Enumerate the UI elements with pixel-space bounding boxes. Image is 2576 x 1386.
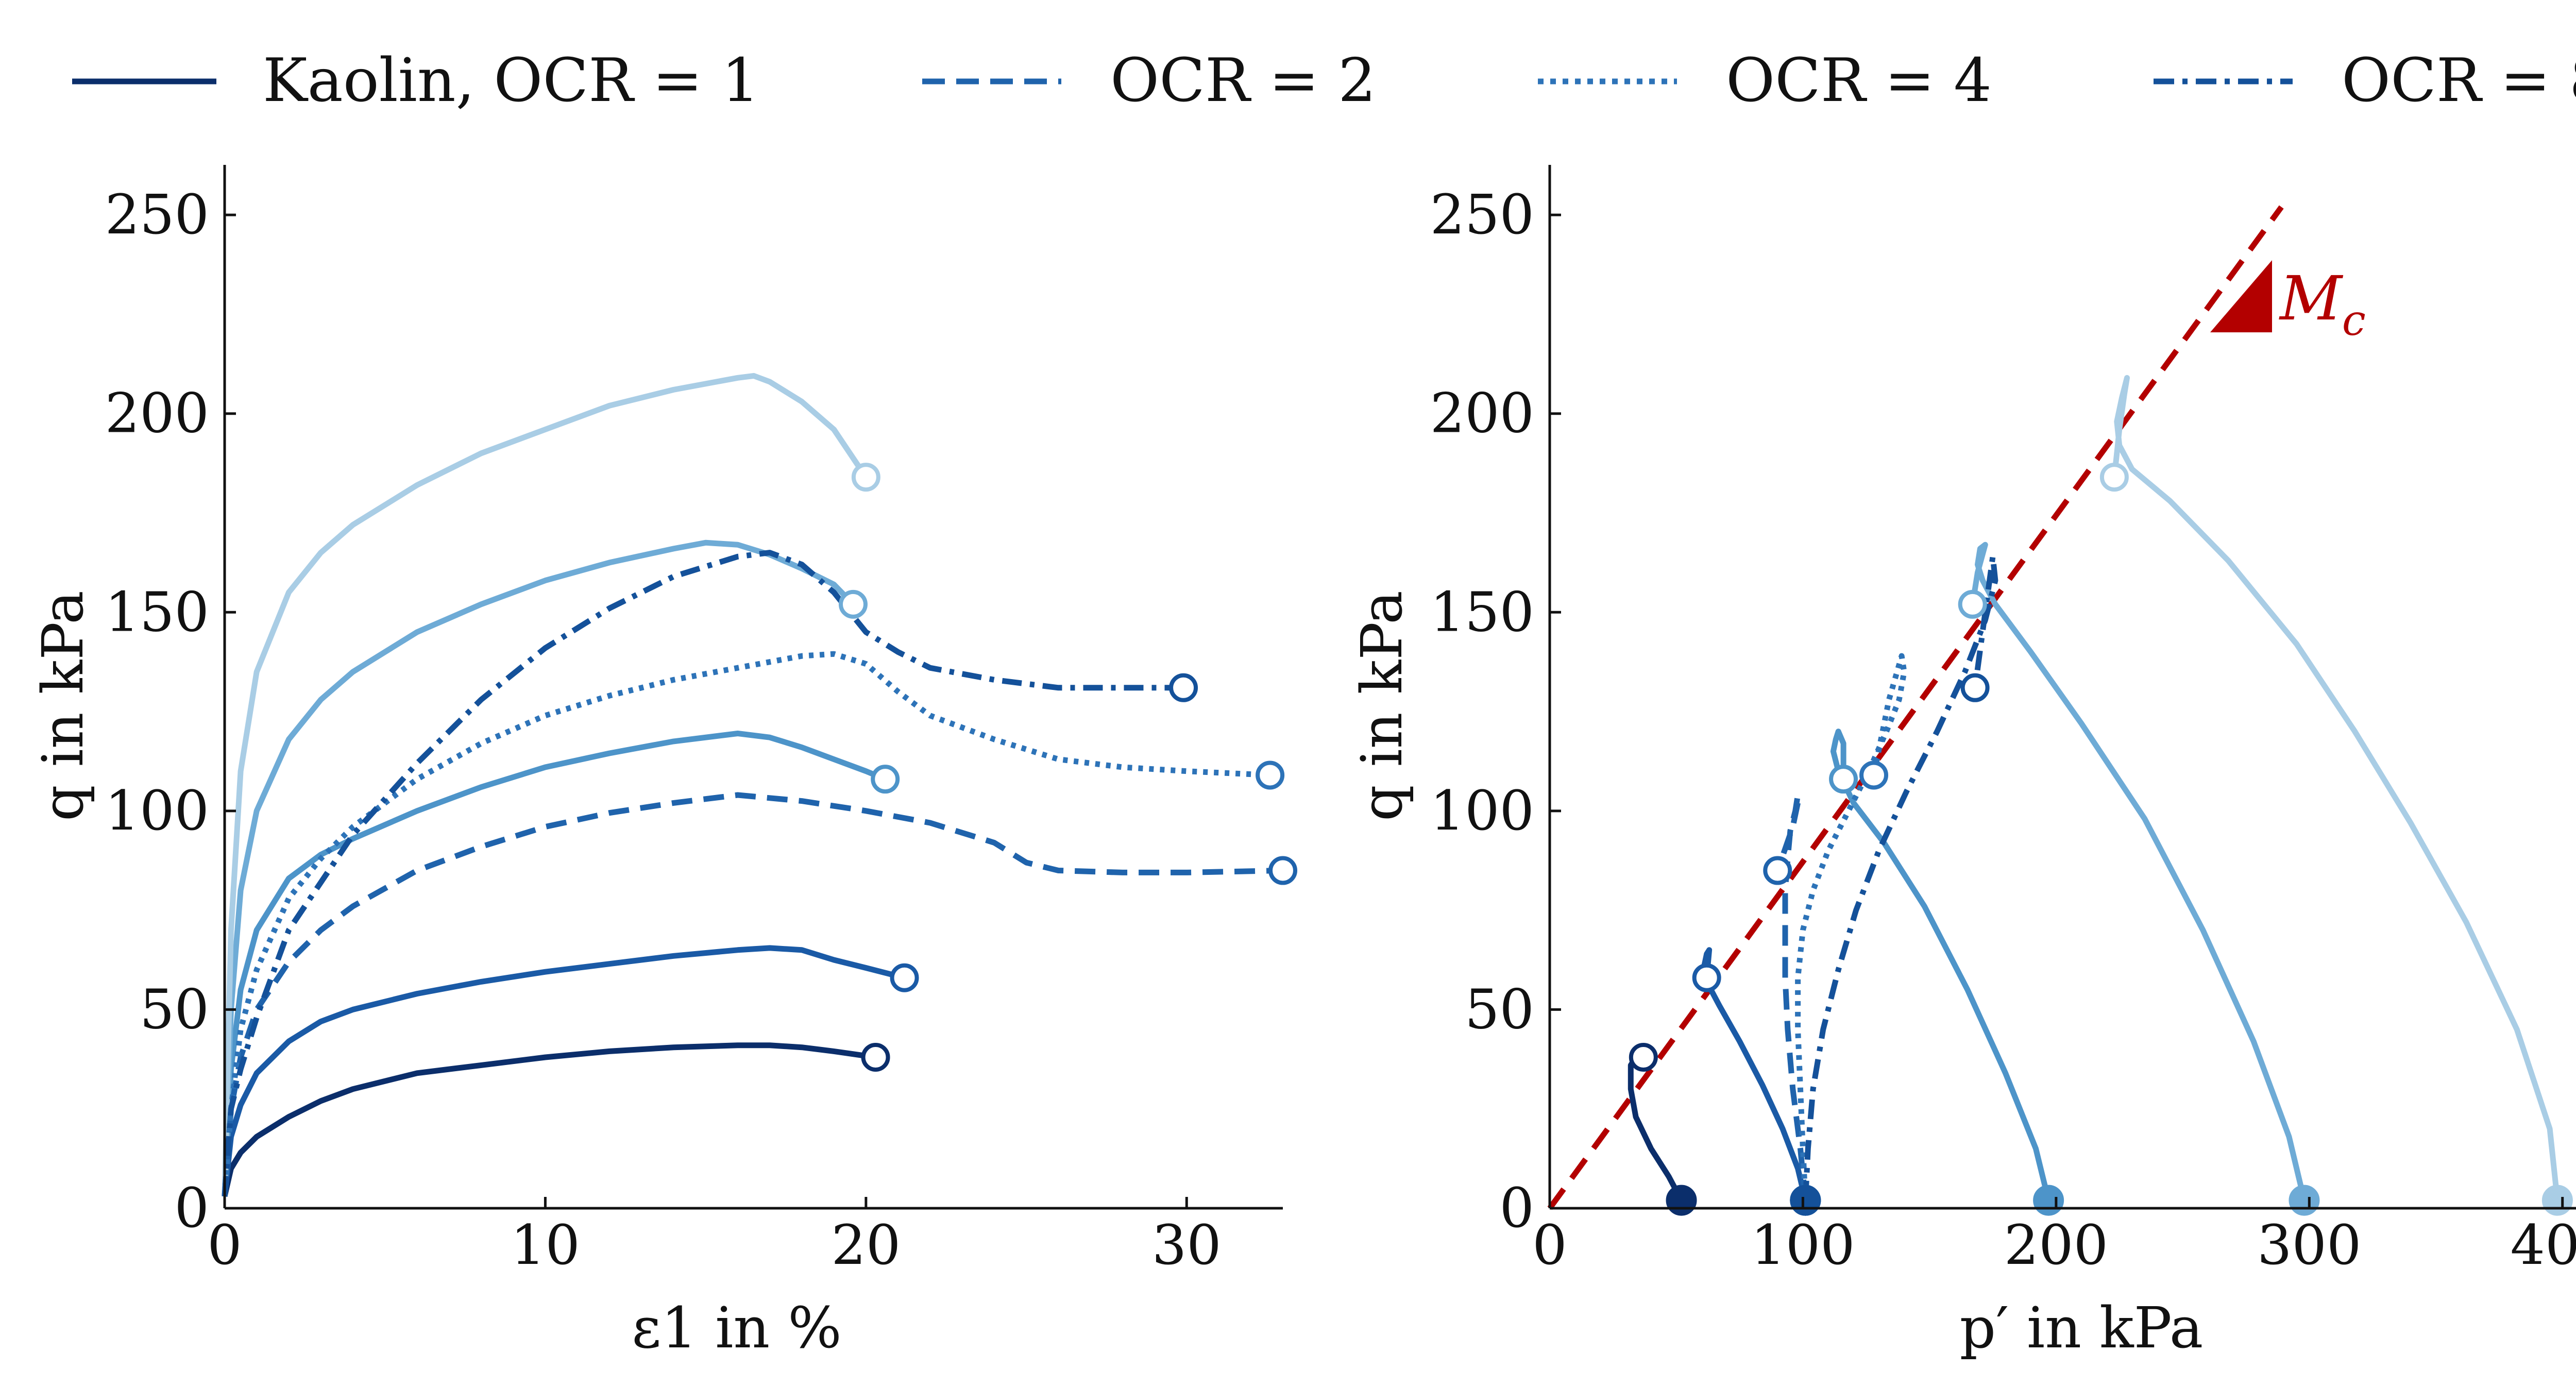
legend-entry-ocr4: OCR = 4	[1538, 46, 1992, 115]
right-xlabel: p′ in kPa	[1960, 1295, 2204, 1361]
right-start-marker-4	[2541, 1185, 2573, 1216]
right-y-tick-label: 250	[1430, 183, 1534, 246]
right-end-marker-3	[1958, 589, 1987, 619]
left-end-marker-3	[838, 589, 868, 619]
legend-label-ocr4: OCR = 4	[1726, 46, 1992, 115]
right-series-group	[1628, 375, 2573, 1216]
legend-entry-ocr2: OCR = 2	[922, 46, 1376, 115]
legend-entry-ocr8: OCR = 8	[2154, 46, 2576, 115]
left-y-tick-label: 0	[175, 1176, 209, 1240]
plot-stress-path: Mc 0 100 200 300 400 0 50 100 150 200 250 p′ in kP…	[1349, 165, 2576, 1361]
left-y-tick-label: 100	[105, 779, 209, 842]
right-start-marker-7	[1790, 1185, 1821, 1216]
legend-label-ocr1: Kaolin, OCR = 1	[263, 46, 759, 115]
right-x-tick-label: 0	[1532, 1213, 1567, 1277]
critical-state-line	[1547, 205, 2284, 1210]
right-start-marker-0	[1666, 1185, 1697, 1216]
left-end-marker-1	[890, 963, 919, 992]
left-x-tick-label: 30	[1152, 1213, 1222, 1277]
critical-state-slope-triangle	[2210, 260, 2272, 332]
right-series-line-0	[1628, 1050, 1684, 1202]
right-x-tick-label: 300	[2257, 1213, 2361, 1277]
right-x-tick-label: 100	[1751, 1213, 1855, 1277]
right-end-marker-6	[1859, 760, 1889, 790]
left-y-tick-label: 200	[105, 382, 209, 445]
left-series-line-6	[222, 651, 1270, 1197]
left-series-line-7	[222, 550, 1183, 1197]
right-x-tick-label: 400	[2511, 1213, 2576, 1277]
legend: Kaolin, OCR = 1 OCR = 2 OCR = 4 OCR = 8	[72, 46, 2576, 115]
critical-state-slope-label: Mc	[2279, 263, 2366, 345]
left-y-tick-label: 250	[105, 183, 209, 246]
left-series-group	[222, 373, 1297, 1197]
left-y-tick-label: 50	[140, 977, 209, 1041]
right-series-line-2	[1830, 729, 2052, 1201]
right-end-marker-0	[1629, 1042, 1658, 1072]
left-end-marker-7	[1169, 673, 1198, 702]
legend-entry-ocr1: Kaolin, OCR = 1	[72, 46, 759, 115]
right-series-line-7	[1802, 553, 1998, 1201]
left-end-marker-2	[871, 765, 900, 794]
left-y-tick-label: 150	[105, 580, 209, 644]
left-end-marker-4	[851, 463, 880, 492]
right-end-marker-2	[1829, 765, 1858, 794]
right-end-marker-5	[1763, 856, 1792, 885]
left-series-line-2	[222, 731, 887, 1197]
right-end-marker-4	[2099, 463, 2129, 492]
left-x-tick-label: 0	[207, 1213, 242, 1277]
right-axes: 0 100 200 300 400 0 50 100 150 200 250	[1430, 165, 2576, 1277]
right-start-marker-3	[2289, 1185, 2320, 1216]
left-axes: 0 10 20 30 0 50 100 150 200 250	[105, 165, 1283, 1277]
left-series-line-3	[222, 539, 855, 1197]
left-series-line-0	[222, 1042, 876, 1197]
right-series-line-1	[1701, 947, 1808, 1201]
left-series-line-4	[222, 373, 869, 1197]
left-ylabel: q in kPa	[30, 590, 96, 821]
left-end-marker-5	[1268, 856, 1297, 885]
right-y-tick-label: 150	[1430, 580, 1534, 644]
left-end-marker-0	[861, 1042, 890, 1072]
left-x-tick-label: 10	[511, 1213, 580, 1277]
legend-label-ocr8: OCR = 8	[2342, 46, 2576, 115]
right-y-tick-label: 100	[1430, 779, 1534, 842]
plot-strain-deviator: 0 10 20 30 0 50 100 150 200 250 ε1 in % q in kPa	[30, 165, 1297, 1361]
right-x-tick-label: 200	[2004, 1213, 2108, 1277]
left-xlabel: ε1 in %	[632, 1295, 841, 1361]
right-end-marker-7	[1960, 673, 1990, 702]
right-end-marker-1	[1692, 963, 1721, 992]
right-series-line-5	[1775, 792, 1808, 1201]
right-series-line-3	[1970, 542, 2307, 1201]
left-end-marker-6	[1256, 760, 1285, 790]
right-series-line-6	[1795, 653, 1907, 1201]
right-start-marker-2	[2033, 1185, 2064, 1216]
right-ylabel: q in kPa	[1349, 590, 1415, 821]
left-x-tick-label: 20	[831, 1213, 901, 1277]
right-y-tick-label: 0	[1500, 1176, 1534, 1240]
right-y-tick-label: 50	[1465, 977, 1534, 1041]
right-series-line-4	[2111, 375, 2561, 1201]
legend-label-ocr2: OCR = 2	[1110, 46, 1376, 115]
left-series-line-1	[222, 945, 905, 1197]
right-y-tick-label: 200	[1430, 382, 1534, 445]
left-series-line-5	[222, 792, 1283, 1197]
